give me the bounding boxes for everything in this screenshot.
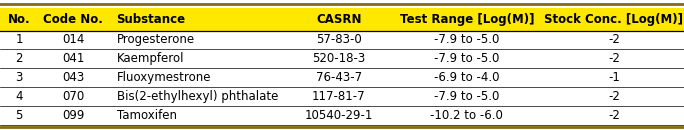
Text: 5: 5 xyxy=(16,109,23,122)
Bar xyxy=(0,8,684,31)
Text: Fluoxymestrone: Fluoxymestrone xyxy=(116,71,211,84)
Text: 041: 041 xyxy=(62,52,84,65)
Text: Stock Conc. [Log(M)]: Stock Conc. [Log(M)] xyxy=(544,13,683,26)
Text: 099: 099 xyxy=(62,109,84,122)
Text: 4: 4 xyxy=(16,90,23,103)
Text: -6.9 to -4.0: -6.9 to -4.0 xyxy=(434,71,499,84)
Text: 76-43-7: 76-43-7 xyxy=(316,71,362,84)
Text: 043: 043 xyxy=(62,71,84,84)
Text: -2: -2 xyxy=(608,52,620,65)
Text: 2: 2 xyxy=(16,52,23,65)
Text: -7.9 to -5.0: -7.9 to -5.0 xyxy=(434,52,499,65)
Text: -2: -2 xyxy=(608,34,620,47)
Text: -1: -1 xyxy=(608,71,620,84)
Text: -10.2 to -6.0: -10.2 to -6.0 xyxy=(430,109,503,122)
Text: Test Range [Log(M)]: Test Range [Log(M)] xyxy=(399,13,534,26)
Text: 520-18-3: 520-18-3 xyxy=(313,52,365,65)
Text: 014: 014 xyxy=(62,34,84,47)
Text: No.: No. xyxy=(8,13,31,26)
Text: 070: 070 xyxy=(62,90,84,103)
Text: -2: -2 xyxy=(608,90,620,103)
Text: 117-81-7: 117-81-7 xyxy=(312,90,366,103)
Text: -7.9 to -5.0: -7.9 to -5.0 xyxy=(434,34,499,47)
Text: Progesterone: Progesterone xyxy=(116,34,195,47)
Text: Bis(2-ethylhexyl) phthalate: Bis(2-ethylhexyl) phthalate xyxy=(116,90,278,103)
Text: -2: -2 xyxy=(608,109,620,122)
Text: 3: 3 xyxy=(16,71,23,84)
Text: Tamoxifen: Tamoxifen xyxy=(116,109,176,122)
Text: CASRN: CASRN xyxy=(316,13,362,26)
Text: 10540-29-1: 10540-29-1 xyxy=(305,109,373,122)
Text: 1: 1 xyxy=(16,34,23,47)
Text: Substance: Substance xyxy=(116,13,186,26)
Text: Kaempferol: Kaempferol xyxy=(116,52,184,65)
Text: 57-83-0: 57-83-0 xyxy=(316,34,362,47)
Text: Code No.: Code No. xyxy=(43,13,103,26)
Text: -7.9 to -5.0: -7.9 to -5.0 xyxy=(434,90,499,103)
